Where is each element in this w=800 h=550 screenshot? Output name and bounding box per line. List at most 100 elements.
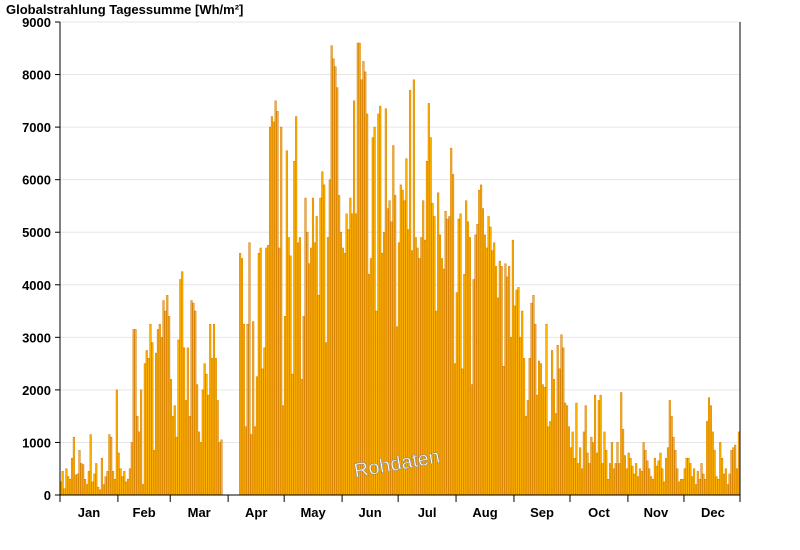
bar (128, 468, 131, 496)
bar (737, 431, 740, 496)
month-label: Jan (78, 505, 100, 520)
bar (85, 484, 88, 496)
bar (588, 463, 591, 496)
bar (726, 484, 729, 496)
month-label: Jul (418, 505, 437, 520)
bar (156, 329, 159, 496)
bar (679, 478, 683, 496)
bar (412, 79, 415, 496)
bar (631, 465, 634, 496)
bar (597, 400, 600, 496)
bar (448, 216, 451, 496)
bar (665, 457, 668, 496)
bar (515, 289, 518, 496)
bar (326, 237, 329, 496)
bar (638, 468, 641, 496)
bar (625, 468, 628, 496)
bar (526, 400, 529, 496)
bar (539, 363, 542, 496)
bar (149, 323, 152, 496)
bar (719, 442, 722, 496)
bar (113, 478, 117, 496)
bar (485, 247, 488, 496)
bar (287, 237, 290, 496)
bar (616, 442, 619, 496)
bar (257, 252, 260, 496)
bar (297, 242, 300, 496)
bar (728, 473, 731, 496)
month-label: May (300, 505, 326, 520)
bar (388, 200, 391, 496)
bar (110, 436, 113, 496)
chart-title: Globalstrahlung Tagessumme [Wh/m²] (6, 2, 243, 17)
month-label: Mar (188, 505, 211, 520)
bar (188, 415, 191, 496)
bar (179, 279, 182, 496)
bar (106, 471, 109, 496)
bar (517, 287, 520, 496)
bar (325, 342, 328, 496)
bar (552, 379, 556, 496)
bar (713, 450, 716, 496)
bar (267, 245, 270, 496)
bar (614, 463, 617, 496)
bar (349, 197, 352, 496)
bar (239, 252, 242, 496)
y-tick-label: 7000 (22, 120, 51, 135)
bar (104, 476, 107, 496)
bar (672, 436, 675, 496)
bar (127, 478, 130, 496)
bar (605, 450, 608, 496)
bar (117, 452, 120, 496)
bar (567, 426, 570, 496)
bar (91, 481, 94, 496)
bar (98, 489, 102, 496)
bar (676, 468, 679, 496)
bar (175, 436, 178, 496)
bar (560, 334, 563, 496)
bar (461, 368, 464, 496)
bar (734, 444, 737, 496)
bar (280, 126, 283, 496)
bar (291, 373, 294, 496)
y-tick-label: 1000 (22, 435, 51, 450)
bar (102, 484, 105, 496)
bar (343, 252, 346, 496)
bar (61, 471, 64, 496)
bar (500, 266, 503, 496)
bar (298, 237, 301, 496)
month-label: Sep (530, 505, 554, 520)
bar (551, 350, 554, 496)
bar (358, 42, 361, 496)
bar (386, 208, 389, 496)
bar (125, 481, 128, 496)
bar (577, 463, 580, 496)
bar (196, 384, 199, 496)
bar (203, 363, 206, 496)
bar (250, 434, 253, 496)
bar (168, 316, 171, 496)
bar (192, 302, 195, 496)
bar (278, 247, 281, 496)
bar (532, 295, 535, 496)
bar-series (59, 42, 740, 496)
bar (155, 352, 158, 496)
bar (134, 329, 137, 496)
bar (687, 457, 690, 496)
month-label: Nov (644, 505, 669, 520)
bar (595, 452, 598, 496)
bar (425, 161, 428, 496)
bar (528, 358, 531, 496)
bar (254, 426, 257, 496)
bar (354, 213, 357, 496)
bar (558, 368, 561, 496)
bar (693, 468, 696, 496)
bar (637, 476, 640, 496)
axes (59, 22, 741, 496)
y-tick-label: 5000 (22, 225, 51, 240)
bar (653, 457, 656, 496)
bar (207, 394, 210, 496)
bar (186, 347, 189, 496)
bar (268, 126, 272, 496)
